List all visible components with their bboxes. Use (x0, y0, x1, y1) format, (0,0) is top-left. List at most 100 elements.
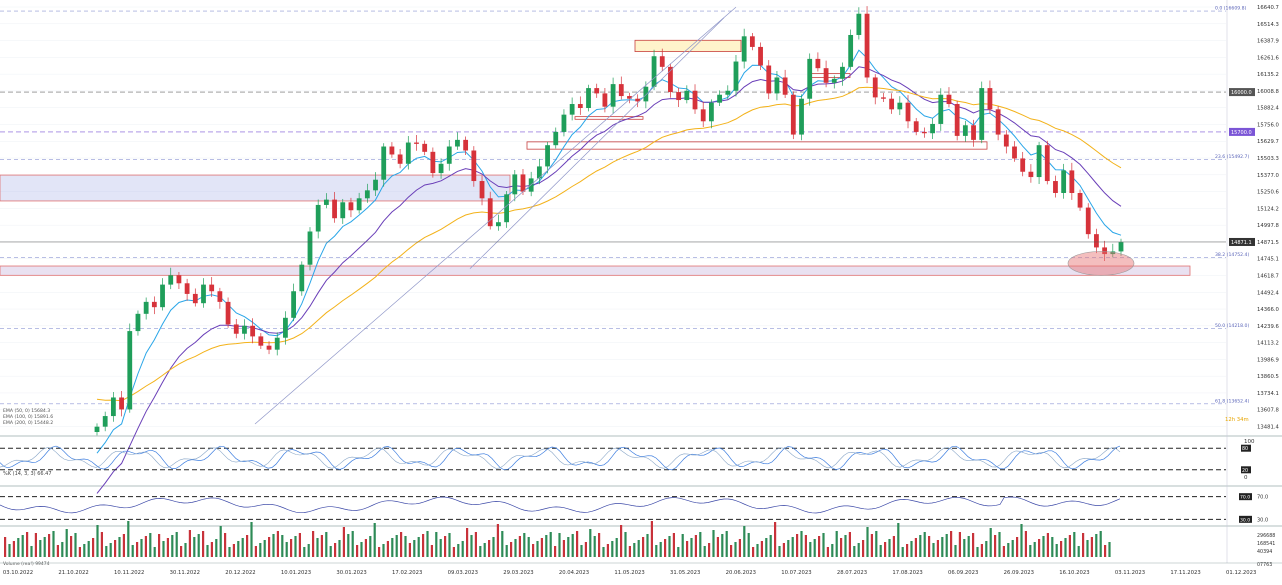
volume-bar (514, 539, 517, 557)
candle-body (242, 325, 247, 334)
candle-body (487, 198, 493, 227)
candle-body (274, 337, 280, 350)
volume-bar (562, 540, 565, 557)
candle-body (774, 77, 780, 94)
candle-body (258, 336, 264, 346)
volume-bar (61, 542, 64, 557)
candle-body (356, 198, 362, 211)
volume-bar (149, 533, 152, 557)
volume-bar (144, 536, 147, 557)
candle-body (364, 190, 370, 199)
volume-bar (787, 540, 790, 557)
volume-bar (496, 524, 499, 557)
volume-bar (919, 535, 922, 557)
volume-bar (391, 538, 394, 557)
candle-body (725, 90, 731, 95)
volume-bar (782, 543, 785, 557)
volume-bar (743, 526, 746, 557)
candle-body (471, 150, 477, 182)
volume-bar (646, 534, 649, 557)
candle-body (135, 313, 141, 332)
volume-bar (254, 546, 257, 557)
fib-label: 61.8 (13652.4) (1215, 398, 1249, 404)
x-tick-label: 20.04.2023 (559, 570, 589, 576)
y-tick-label: 15756.0 (1257, 122, 1280, 128)
volume-bar (52, 531, 55, 557)
x-tick-label: 21.10.2022 (58, 570, 88, 576)
volume-bar (1090, 537, 1093, 557)
candle-body (668, 66, 673, 93)
candle-body (586, 88, 591, 109)
volume-bar (589, 529, 592, 557)
candle-body (618, 84, 624, 97)
y-tick-label: 13607.8 (1257, 408, 1280, 414)
volume-bar (166, 538, 169, 557)
volume-bar (901, 547, 904, 557)
volume-bar (945, 534, 948, 557)
volume-bar (70, 536, 73, 557)
volume-bar (1011, 540, 1014, 557)
level-tag-text: 16000.0 (1231, 90, 1252, 96)
candle-body (766, 65, 772, 94)
volume-bar (532, 544, 535, 557)
last-price-tag (1229, 237, 1255, 246)
fib-label: 23.6 (15492.7) (1215, 154, 1249, 160)
volume-bar (26, 532, 29, 557)
volume-bar (131, 545, 134, 557)
candle-body (700, 109, 706, 122)
candle-body (1102, 247, 1108, 255)
volume-bar (624, 532, 627, 557)
y-tick-label: 15124.2 (1257, 206, 1279, 212)
volume-bar (857, 543, 860, 557)
volume-bar (677, 547, 680, 557)
candle-body (381, 146, 387, 180)
volume-bar (760, 541, 763, 557)
volume-bar (866, 527, 869, 557)
volume-bar (325, 532, 328, 557)
volume-bar (184, 543, 187, 557)
volume-bar (910, 541, 913, 557)
candle-body (823, 68, 829, 83)
volume-bar (232, 544, 235, 557)
y-tick-label: 14745.1 (1257, 257, 1279, 263)
volume-bar (188, 530, 191, 557)
volume-bar (466, 528, 469, 557)
volume-bar (853, 546, 856, 557)
candle-body (430, 151, 436, 174)
volume-bar (461, 541, 464, 557)
volume-bar (536, 541, 539, 557)
volume-bar (650, 521, 653, 557)
volume-bar (210, 542, 213, 557)
candle-body (225, 301, 231, 325)
volume-bar (422, 534, 425, 557)
volume-bar (105, 546, 108, 557)
volume-bar (892, 536, 895, 557)
candle-body (790, 94, 796, 135)
x-tick-label: 10.01.2023 (281, 570, 311, 576)
volume-bar (716, 537, 719, 557)
candle-body (659, 56, 665, 67)
volume-bar (558, 533, 561, 557)
candle-body (1110, 251, 1116, 255)
volume-bar (1029, 545, 1032, 557)
volume-bar (826, 547, 829, 557)
volume-bar (395, 535, 398, 557)
volume-bar (703, 546, 706, 557)
candle-body (954, 104, 960, 136)
volume-bar (474, 532, 477, 557)
volume-bar (686, 541, 689, 557)
volume-bar (1060, 541, 1063, 557)
candle-body (872, 77, 878, 98)
volume-bar (879, 545, 882, 557)
volume-bar (906, 544, 909, 557)
volume-bar (162, 541, 165, 557)
volume-bar (747, 533, 750, 557)
volume-bar (39, 540, 42, 557)
y-tick-label: 14239.6 (1257, 324, 1280, 330)
stochastic-d-line (0, 447, 1121, 469)
volume-bar (848, 532, 851, 557)
volume-bar (202, 531, 205, 557)
volume-bar (615, 538, 618, 557)
candle-body (299, 264, 305, 292)
volume-bar (356, 545, 359, 557)
